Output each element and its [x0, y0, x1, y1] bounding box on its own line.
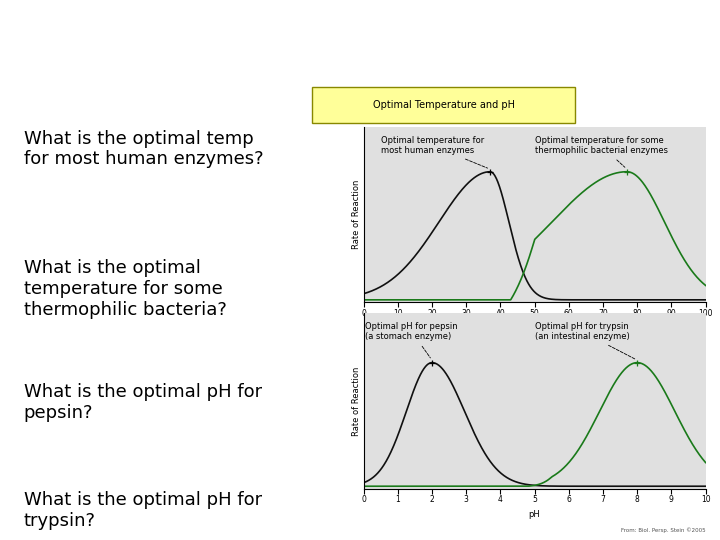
Text: Optimal Temperature and pH: Optimal Temperature and pH — [372, 100, 515, 110]
Text: What is the optimal pH for
pepsin?: What is the optimal pH for pepsin? — [24, 383, 262, 422]
Text: What is the optimal temp
for most human enzymes?: What is the optimal temp for most human … — [24, 130, 264, 168]
Text: What is the optimal
temperature for some
thermophilic bacteria?: What is the optimal temperature for some… — [24, 259, 227, 319]
Y-axis label: Rate of Reaction: Rate of Reaction — [352, 180, 361, 249]
Text: Optimal pH for pepsin
(a stomach enzyme): Optimal pH for pepsin (a stomach enzyme) — [365, 322, 458, 358]
Y-axis label: Rate of Reaction: Rate of Reaction — [352, 366, 361, 436]
Text: What is the optimal pH for
trypsin?: What is the optimal pH for trypsin? — [24, 491, 262, 530]
X-axis label: Temperature (°C): Temperature (°C) — [498, 323, 571, 332]
Text: From: Biol. Persp. Stein ©2005: From: Biol. Persp. Stein ©2005 — [621, 527, 706, 533]
Text: Optimal pH for trypsin
(an intestinal enzyme): Optimal pH for trypsin (an intestinal en… — [534, 322, 635, 359]
FancyBboxPatch shape — [312, 87, 575, 123]
Text: Optimal temperature for some
thermophilic bacterial enzymes: Optimal temperature for some thermophili… — [534, 136, 667, 167]
X-axis label: pH: pH — [528, 510, 541, 518]
Text: Optimal temperature for
most human enzymes: Optimal temperature for most human enzym… — [381, 136, 487, 168]
